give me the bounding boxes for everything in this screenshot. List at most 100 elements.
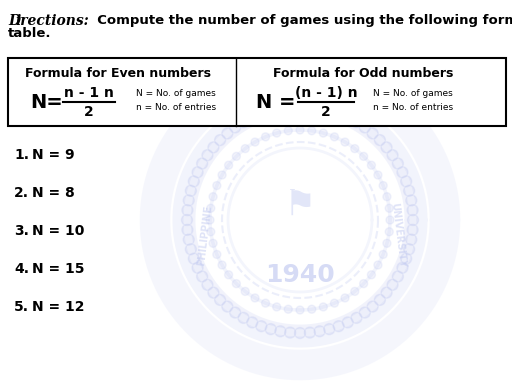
- Circle shape: [351, 312, 362, 323]
- Circle shape: [374, 261, 382, 269]
- Circle shape: [209, 239, 217, 247]
- Circle shape: [265, 105, 276, 116]
- Circle shape: [251, 138, 259, 146]
- Circle shape: [383, 239, 391, 247]
- Circle shape: [368, 161, 375, 169]
- Circle shape: [238, 117, 249, 128]
- Circle shape: [207, 228, 215, 236]
- Text: n = No. of entries: n = No. of entries: [373, 103, 453, 112]
- Circle shape: [188, 253, 199, 264]
- Circle shape: [273, 129, 281, 137]
- Text: 2: 2: [84, 105, 94, 119]
- Circle shape: [294, 327, 306, 339]
- Circle shape: [241, 145, 249, 152]
- Circle shape: [407, 224, 418, 235]
- Circle shape: [256, 321, 267, 332]
- Circle shape: [341, 294, 349, 302]
- Circle shape: [359, 279, 368, 288]
- Circle shape: [385, 228, 393, 236]
- Text: irections:: irections:: [16, 14, 90, 28]
- Circle shape: [247, 112, 258, 123]
- Circle shape: [304, 327, 315, 338]
- Text: PHILIPPINE: PHILIPPINE: [196, 204, 214, 266]
- Text: 1940: 1940: [265, 263, 335, 287]
- Circle shape: [213, 181, 221, 190]
- Circle shape: [182, 205, 193, 216]
- Circle shape: [251, 294, 259, 302]
- Circle shape: [218, 171, 226, 179]
- Circle shape: [192, 262, 203, 273]
- Circle shape: [319, 129, 327, 137]
- Text: Formula for Odd numbers: Formula for Odd numbers: [273, 67, 453, 80]
- Circle shape: [401, 176, 412, 187]
- Circle shape: [341, 138, 349, 146]
- Circle shape: [188, 176, 199, 187]
- Circle shape: [386, 216, 394, 224]
- Text: D: D: [8, 14, 20, 28]
- Circle shape: [218, 261, 226, 269]
- Circle shape: [185, 185, 196, 196]
- Circle shape: [351, 117, 362, 128]
- Circle shape: [232, 152, 240, 160]
- Text: Formula for Even numbers: Formula for Even numbers: [25, 67, 211, 80]
- Circle shape: [324, 323, 335, 335]
- Circle shape: [314, 326, 325, 337]
- Circle shape: [262, 133, 269, 141]
- Circle shape: [374, 171, 382, 179]
- Text: N = No. of games: N = No. of games: [373, 90, 453, 98]
- Circle shape: [182, 224, 193, 235]
- Text: N=: N=: [30, 93, 63, 112]
- FancyBboxPatch shape: [8, 58, 506, 126]
- Circle shape: [296, 126, 304, 134]
- Text: N =: N =: [256, 93, 302, 112]
- Circle shape: [392, 158, 403, 169]
- Circle shape: [342, 112, 353, 123]
- Circle shape: [183, 234, 194, 245]
- Circle shape: [230, 122, 241, 133]
- Text: table.: table.: [8, 27, 52, 40]
- Circle shape: [308, 127, 316, 135]
- Text: N = 15: N = 15: [32, 262, 84, 276]
- Circle shape: [296, 306, 304, 314]
- Circle shape: [351, 288, 359, 295]
- Circle shape: [359, 122, 370, 133]
- Circle shape: [284, 127, 292, 135]
- Circle shape: [225, 161, 232, 169]
- Circle shape: [273, 303, 281, 311]
- Circle shape: [407, 205, 418, 216]
- Text: 2: 2: [321, 105, 331, 119]
- Circle shape: [275, 326, 286, 337]
- Text: N = 8: N = 8: [32, 186, 75, 200]
- Text: 5.: 5.: [14, 300, 29, 314]
- Circle shape: [185, 244, 196, 255]
- Text: N = 10: N = 10: [32, 224, 84, 238]
- Circle shape: [284, 305, 292, 313]
- Circle shape: [319, 303, 327, 311]
- Circle shape: [383, 193, 391, 201]
- Circle shape: [215, 135, 226, 146]
- Circle shape: [247, 317, 258, 328]
- Circle shape: [351, 145, 359, 152]
- Circle shape: [241, 288, 249, 295]
- Circle shape: [314, 103, 325, 114]
- Text: 2.: 2.: [14, 186, 29, 200]
- Circle shape: [285, 102, 295, 113]
- Circle shape: [401, 253, 412, 264]
- Circle shape: [192, 167, 203, 178]
- Circle shape: [206, 216, 214, 224]
- Circle shape: [225, 271, 232, 279]
- Circle shape: [308, 305, 316, 313]
- Text: ⚑: ⚑: [284, 188, 316, 222]
- Circle shape: [379, 181, 387, 190]
- Circle shape: [232, 279, 240, 288]
- Circle shape: [406, 195, 417, 206]
- Circle shape: [387, 279, 398, 290]
- Circle shape: [330, 133, 338, 141]
- Circle shape: [304, 102, 315, 113]
- Circle shape: [324, 105, 335, 116]
- Text: RISTIA: RISTIA: [274, 103, 346, 122]
- Circle shape: [379, 251, 387, 259]
- Circle shape: [359, 307, 370, 318]
- Circle shape: [208, 142, 219, 153]
- Text: Compute the number of games using the following formula and make a: Compute the number of games using the fo…: [88, 14, 512, 27]
